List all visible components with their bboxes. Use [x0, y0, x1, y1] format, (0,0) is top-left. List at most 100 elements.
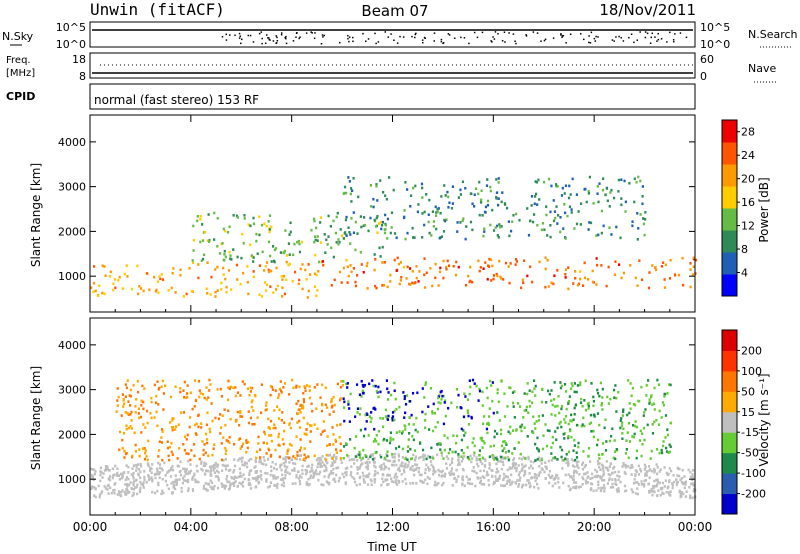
velocity-cell [575, 469, 578, 473]
velocity-cell [146, 458, 149, 462]
velocity-cell [676, 481, 679, 485]
power-cell [264, 289, 268, 292]
velocity-cell [373, 457, 376, 460]
velocity-cell [186, 395, 189, 399]
velocity-cell [600, 463, 604, 467]
velocity-cell [573, 412, 576, 416]
velocity-cell [571, 384, 574, 388]
velocity-cell [154, 476, 157, 480]
velocity-cell [569, 387, 573, 391]
power-cell [330, 246, 333, 250]
velocity-cell [478, 449, 482, 452]
velocity-cell [409, 482, 412, 485]
velocity-cell [130, 487, 134, 491]
velocity-cell [601, 486, 604, 490]
velocity-cell [534, 384, 537, 388]
velocity-cell [648, 489, 651, 493]
velocity-cell [492, 482, 495, 486]
velocity-cell [335, 457, 338, 461]
velocity-cell [586, 471, 589, 474]
velocity-cell [625, 439, 628, 442]
velocity-cell [313, 385, 316, 389]
velocity-cell [195, 480, 199, 484]
velocity-cell [274, 426, 277, 430]
colorbar-tick-label: 24 [741, 149, 755, 162]
velocity-cell [495, 455, 498, 459]
velocity-cell [645, 384, 648, 387]
velocity-cell [521, 466, 524, 470]
velocity-cell [157, 481, 160, 485]
velocity-cell [213, 471, 217, 474]
power-cell [307, 289, 310, 293]
power-cell [509, 229, 513, 233]
power-cell [216, 216, 219, 220]
power-cell [159, 277, 162, 281]
velocity-cell [665, 490, 668, 494]
velocity-cell [233, 481, 236, 485]
power-cell [577, 210, 580, 213]
power-cell [216, 265, 219, 269]
power-cell [203, 230, 207, 234]
velocity-cell [390, 463, 394, 467]
power-cell [399, 279, 402, 282]
velocity-cell [224, 452, 227, 456]
velocity-cell [118, 477, 122, 481]
power-cell [507, 220, 511, 223]
nsky-point [321, 34, 324, 36]
power-cell [663, 278, 666, 281]
nsky-point [295, 36, 297, 38]
power-cell [434, 205, 437, 209]
velocity-cell [364, 454, 367, 457]
power-cell [575, 222, 579, 226]
velocity-cell [104, 466, 108, 470]
velocity-cell [455, 468, 458, 472]
power-cell [641, 185, 644, 188]
velocity-cell [387, 483, 390, 486]
velocity-cell [632, 435, 635, 439]
power-cell [216, 289, 219, 292]
velocity-cell [342, 456, 345, 460]
velocity-cell [471, 482, 474, 486]
velocity-cell [645, 471, 648, 474]
velocity-cell [323, 429, 326, 432]
velocity-cell [522, 465, 526, 468]
power-cell [452, 264, 455, 268]
colorbar-tick-label: -50 [741, 447, 759, 460]
power-cell [352, 267, 356, 270]
velocity-cell [475, 471, 478, 475]
power-cell [345, 258, 348, 262]
velocity-cell [288, 461, 291, 464]
velocity-cell [243, 461, 247, 465]
velocity-cell [132, 482, 135, 485]
velocity-cell [356, 468, 359, 471]
velocity-cell [103, 485, 106, 488]
velocity-cell [488, 463, 491, 467]
velocity-cell [433, 470, 436, 474]
velocity-cell [398, 466, 401, 470]
velocity-cell [308, 396, 311, 400]
velocity-cell [512, 457, 516, 460]
velocity-cell [445, 455, 448, 458]
power-cell [374, 225, 378, 228]
velocity-cell [475, 458, 478, 462]
power-cell [636, 284, 639, 287]
velocity-cell [558, 486, 561, 489]
power-cell [90, 286, 93, 290]
power-cell [362, 224, 365, 228]
power-cell [438, 270, 442, 274]
velocity-cell [208, 427, 211, 431]
velocity-cell [305, 469, 309, 472]
velocity-cell [355, 483, 358, 487]
velocity-cell [209, 467, 213, 470]
velocity-cell [377, 385, 380, 389]
velocity-cell [309, 440, 312, 443]
power-cell [380, 227, 383, 231]
velocity-cell [401, 456, 405, 459]
power-cell [342, 266, 345, 270]
velocity-cell [393, 459, 396, 463]
velocity-cell [315, 472, 318, 476]
velocity-cell [213, 443, 216, 446]
nsky-point [375, 42, 377, 45]
velocity-cell [308, 389, 311, 392]
velocity-cell [207, 482, 211, 486]
